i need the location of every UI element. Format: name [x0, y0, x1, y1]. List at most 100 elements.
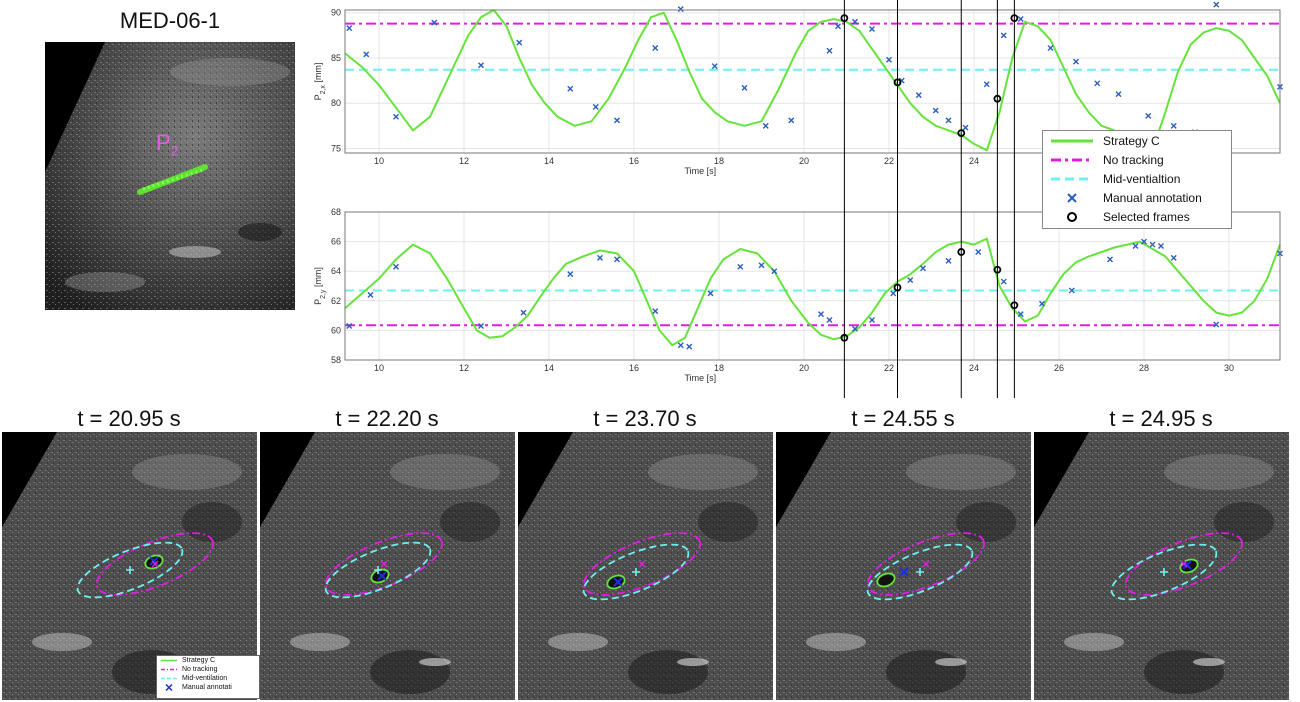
legend-swatch-solid: [1049, 135, 1095, 147]
manual-annotation-point: [597, 254, 603, 261]
tissue-dark: [628, 650, 708, 694]
manual-annotation-point: [741, 84, 748, 91]
manual-annotation-point: [567, 271, 574, 278]
x-tick-label: 16: [629, 363, 639, 373]
tissue-bright: [1164, 454, 1274, 490]
x-tick-label: 20: [799, 156, 809, 166]
tissue-bright: [677, 658, 709, 666]
no-tracking-ellipse: [96, 532, 214, 596]
plot-frame: [344, 9, 1281, 154]
no-tracking-center: [151, 560, 159, 568]
legend-label: Mid-ventialtion: [1103, 171, 1181, 186]
manual-annotation-point: [677, 6, 684, 13]
y-axis-label: P2,y [mm]: [313, 267, 327, 305]
small-legend-label: No tracking: [182, 666, 218, 673]
tissue-bright: [906, 454, 1016, 490]
small-legend-swatch-dashdot: [160, 666, 178, 673]
chart-panel-1: 10121416182022242675808590Time [s]P2,x […: [313, 1, 1283, 176]
mid-ventilation-center: [126, 566, 134, 574]
y-tick-label: 75: [331, 143, 341, 153]
tissue-dark: [1214, 502, 1274, 542]
legend-label: Strategy C: [1103, 133, 1160, 148]
legend-item-mid-ventilation: Mid-ventialtion: [1043, 169, 1231, 188]
manual-annotation-point: [915, 92, 922, 99]
manual-annotation-point: [975, 248, 982, 255]
x-tick-label: 14: [544, 156, 554, 166]
x-tick-label: 10: [374, 156, 384, 166]
manual-annotation-point: [686, 343, 693, 350]
manual-annotation-point: [431, 19, 438, 26]
manual-annotation-point: [567, 85, 574, 92]
frame-image-2: [260, 432, 515, 700]
no-tracking-ellipse: [867, 532, 985, 596]
manual-annotation-point: [1170, 254, 1177, 261]
manual-annotation-point: [393, 263, 399, 270]
manual-annotation-point: [1047, 45, 1054, 52]
legend-label: Manual annotation: [1103, 190, 1202, 205]
plot-frame: [344, 211, 1281, 361]
no-tracking-center: [1180, 560, 1188, 568]
x-tick-label: 14: [544, 363, 554, 373]
tissue-bright: [290, 633, 350, 651]
frame-title-1: t = 20.95 s: [77, 406, 181, 431]
frame-image-svg: [1034, 432, 1289, 700]
ultrasound-speckle: [518, 432, 773, 700]
small-legend-swatch-cross: [160, 683, 178, 692]
x-tick-label: 12: [459, 363, 469, 373]
x-axis-label: Time [s]: [684, 373, 716, 383]
small-legend-label: Manual annotati: [182, 684, 232, 691]
manual-annotation-point: [1149, 241, 1156, 248]
manual-annotation-point: [478, 62, 484, 69]
manual-annotation-point: [1000, 32, 1007, 39]
x-tick-label: 30: [1224, 363, 1234, 373]
manual-annotation-point: [1170, 122, 1177, 129]
tissue-bright: [32, 633, 92, 651]
tissue-dark: [698, 502, 758, 542]
no-tracking-ellipse: [325, 532, 443, 596]
manual-annotation-point: [890, 290, 897, 297]
manual-annotation-point: [962, 124, 969, 131]
small-legend-item: Strategy C: [157, 656, 259, 665]
manual-annotation-point: [592, 103, 599, 110]
tissue-bright: [390, 454, 500, 490]
manual-annotation-point: [711, 63, 718, 70]
small-legend-label: Strategy C: [182, 657, 216, 664]
manual-annotation-point: [1073, 58, 1079, 65]
manual-annotation-point: [614, 117, 620, 124]
manual-annotation-marker: [613, 577, 623, 587]
no-tracking-center: [380, 560, 388, 568]
manual-annotation-point: [1213, 321, 1220, 328]
mid-ventilation-center: [632, 568, 640, 576]
manual-annotation-point: [869, 26, 875, 33]
small-legend-swatch-solid: [160, 657, 178, 664]
manual-annotation-point: [945, 117, 952, 124]
manual-annotation-point: [932, 107, 939, 114]
frame-legend: Strategy C No tracking Mid-ventilation M…: [156, 655, 260, 699]
small-legend-swatch-dashed: [160, 675, 178, 682]
manual-annotation-point: [677, 342, 684, 349]
tissue-bright: [1064, 633, 1124, 651]
tracked-point-cloud: [137, 164, 208, 195]
manual-annotation-marker: [149, 556, 159, 566]
manual-annotation-point: [1158, 243, 1164, 250]
ultrasound-speckle: [260, 432, 515, 700]
ultrasound-speckle: [1034, 432, 1289, 700]
y-axis-label-main: P: [313, 94, 323, 100]
legend-item-selected-frames: Selected frames: [1043, 207, 1231, 226]
manual-annotation-point: [907, 277, 914, 284]
manual-annotation-point: [393, 113, 399, 120]
legend-swatch-circle: [1049, 211, 1095, 223]
y-axis-label-unit: [mm]: [313, 63, 323, 86]
tissue-bright: [648, 454, 758, 490]
chart-legend: Strategy C No tracking Mid-ventialtion M…: [1042, 130, 1232, 229]
chart-panel-2: 10 12 14 16 18 20 22 24 26 28 30 58 60 62 64 66 68 Time […: [313, 207, 1283, 383]
manual-annotation-marker: [377, 571, 387, 581]
legend-item-manual-annotation: Manual annotation: [1043, 188, 1231, 207]
y-tick-label: 58: [331, 355, 341, 365]
y-axis-label: P2,x [mm]: [313, 63, 327, 101]
tissue-bright: [548, 633, 608, 651]
manual-annotation-point: [1145, 112, 1152, 119]
manual-annotation-point: [652, 308, 659, 315]
y-tick-label: 68: [331, 207, 341, 217]
tissue-dark: [886, 650, 966, 694]
